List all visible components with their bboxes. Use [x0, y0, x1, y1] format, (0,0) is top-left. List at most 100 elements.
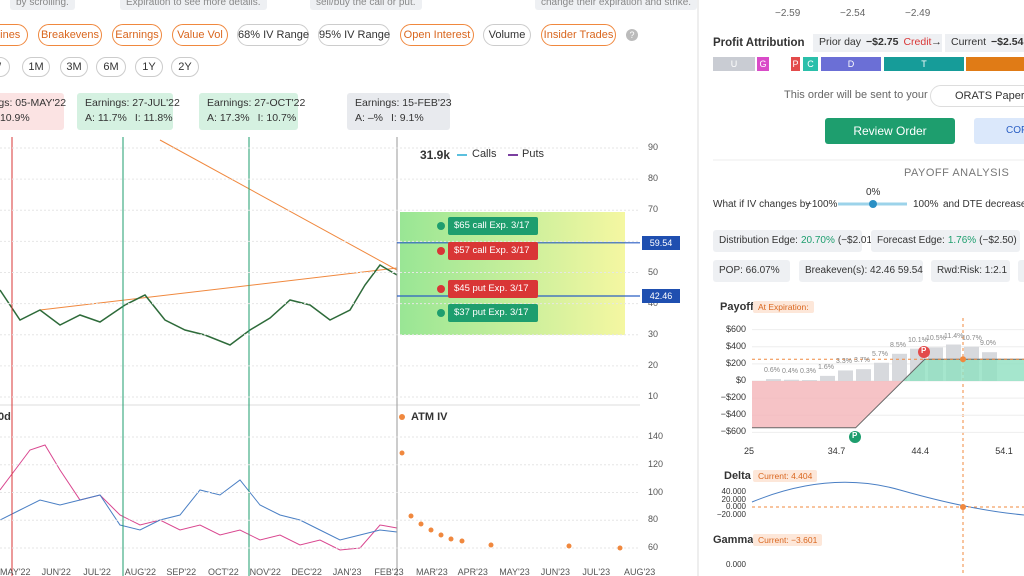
profit-area	[752, 359, 1024, 381]
toggle[interactable]: Earnings	[112, 24, 162, 46]
size-legend: 31.9k	[420, 148, 451, 162]
review-button[interactable]: Review Order	[825, 118, 955, 144]
toggle[interactable]: 68% IV Range	[237, 24, 309, 46]
strike-price: −2.49	[905, 8, 931, 19]
chart-title: Delta	[724, 470, 751, 482]
iv-max: 100%	[913, 199, 939, 210]
toggle[interactable]: Insider Trades	[541, 24, 616, 46]
legend-label: Calls	[472, 148, 497, 160]
x-tick-label: MAY'23	[499, 567, 530, 576]
arrow: →	[931, 36, 942, 48]
bar-label: 10.7%	[962, 334, 982, 342]
y-tick-label: $200	[725, 357, 746, 368]
earnings-implied: I: 9.1%	[391, 112, 424, 124]
y-tick-label: −20.000	[716, 509, 746, 519]
leg-label[interactable]: $45 put Exp. 3/17	[448, 280, 538, 298]
leg-label[interactable]: $37 put Exp. 3/17	[448, 304, 538, 322]
earnings-values: A: 17.3% I: 10.7%	[207, 111, 296, 126]
y-tick-label: $600	[725, 323, 746, 334]
attribution-segment	[966, 57, 1024, 71]
x-tick-label: 54.1	[995, 446, 1013, 456]
earnings-date: Earnings: 27-OCT'22	[207, 97, 306, 109]
hint: by scrolling.	[10, 0, 75, 10]
strike-price: −2.54	[840, 8, 866, 19]
earnings-actual: A: 17.3%	[207, 112, 250, 124]
x-tick-label: APR'23	[457, 567, 488, 576]
copy-button[interactable]: COPY	[974, 118, 1024, 144]
earnings-actual: A: –%	[355, 112, 384, 124]
price-line	[0, 264, 398, 346]
bar-label: 8.5%	[890, 341, 906, 349]
probability-bar	[766, 379, 781, 381]
strike-price: −2.59	[775, 8, 801, 19]
earnings-implied: I: 10.9%	[0, 112, 30, 124]
attribution-segment: C	[803, 57, 818, 71]
delta-curve	[751, 481, 1024, 516]
earnings-values: A: –% I: 9.1%	[355, 111, 442, 126]
range-button[interactable]: 1Y	[135, 57, 163, 77]
y-tick-label: 70	[648, 204, 659, 215]
toggle[interactable]: Value Vol	[172, 24, 228, 46]
attribution-segment: U	[713, 57, 755, 71]
earnings-implied: I: 11.8%	[134, 112, 173, 124]
iv-window: 0d	[0, 411, 11, 423]
x-tick-label: MAR'23	[416, 567, 448, 576]
earnings-values: 9%I: 10.9%	[0, 111, 56, 126]
toggle[interactable]: 95% IV Range	[318, 24, 390, 46]
range-button[interactable]: 3M	[60, 57, 88, 77]
leg-label[interactable]: $65 call Exp. 3/17	[448, 217, 538, 235]
stat-text: (−$2.01)	[837, 235, 876, 246]
stat-box: M	[1018, 260, 1024, 282]
y-tick-label: 10	[648, 391, 659, 401]
x-tick-label: AUG'23	[624, 567, 656, 576]
breakeven-tag: 42.46	[642, 288, 680, 303]
range-button[interactable]: 1M	[22, 57, 50, 77]
toggle[interactable]: Open Interest	[400, 24, 474, 46]
earnings-box: Earnings: 27-JUL'22 A: 11.7% I: 11.8%	[77, 93, 180, 130]
hint: change their expiration and strike.	[535, 0, 698, 10]
x-tick-label: JUN'23	[540, 567, 571, 576]
y-tick-label: 30	[648, 328, 659, 339]
iv-min: −100%	[806, 199, 838, 210]
y-tick-label: −$400	[720, 409, 746, 420]
help-icon[interactable]: ?	[626, 29, 638, 41]
x-tick-label: FEB'23	[374, 567, 404, 576]
dte-text: and DTE decreases b	[943, 199, 1024, 210]
iv-line	[0, 444, 398, 551]
range-button[interactable]: 2Y	[171, 57, 199, 77]
probability-bar	[892, 353, 907, 381]
toggle[interactable]: lines	[0, 24, 28, 46]
y-tick-label: 60	[648, 542, 659, 552]
trend-line	[39, 267, 398, 311]
iv-point	[488, 542, 494, 548]
x-tick-label: MAY'22	[0, 567, 31, 576]
hv-line	[0, 479, 398, 541]
leg-dot	[437, 285, 445, 293]
earnings-box: Earnings: 15-FEB'23 A: –% I: 9.1%	[347, 93, 452, 130]
slider-knob[interactable]	[869, 200, 877, 208]
breakeven-tag: 59.54	[642, 235, 680, 250]
broker-badge[interactable]: ORATS Paper T	[930, 85, 1024, 107]
attr-text: −$2.54	[991, 36, 1024, 48]
leg-label[interactable]: $57 call Exp. 3/17	[448, 242, 538, 260]
earnings-values: A: 11.7% I: 11.8%	[85, 111, 173, 126]
iv-point	[428, 527, 434, 533]
x-tick-label: OCT'22	[208, 567, 239, 576]
attribution-segment: G	[757, 57, 769, 71]
bar-label: 10.5%	[926, 335, 946, 343]
y-tick-label: 50	[648, 266, 659, 277]
iv-point	[566, 543, 572, 549]
range-button[interactable]: 6M	[96, 57, 126, 77]
iv-point	[438, 532, 444, 538]
iv-point	[448, 536, 454, 542]
y-tick-label: $0	[735, 375, 746, 385]
iv-value: 0%	[866, 187, 881, 198]
chart-title: Payoff	[720, 301, 754, 313]
toggle[interactable]: Volume	[483, 24, 531, 46]
toggle[interactable]: Breakevens	[38, 24, 102, 46]
y-tick-label: $400	[725, 340, 746, 351]
stat-text: POP: 66.07%	[719, 265, 780, 276]
attr-text: Current	[951, 36, 987, 48]
y-tick-label: 90	[648, 142, 659, 152]
